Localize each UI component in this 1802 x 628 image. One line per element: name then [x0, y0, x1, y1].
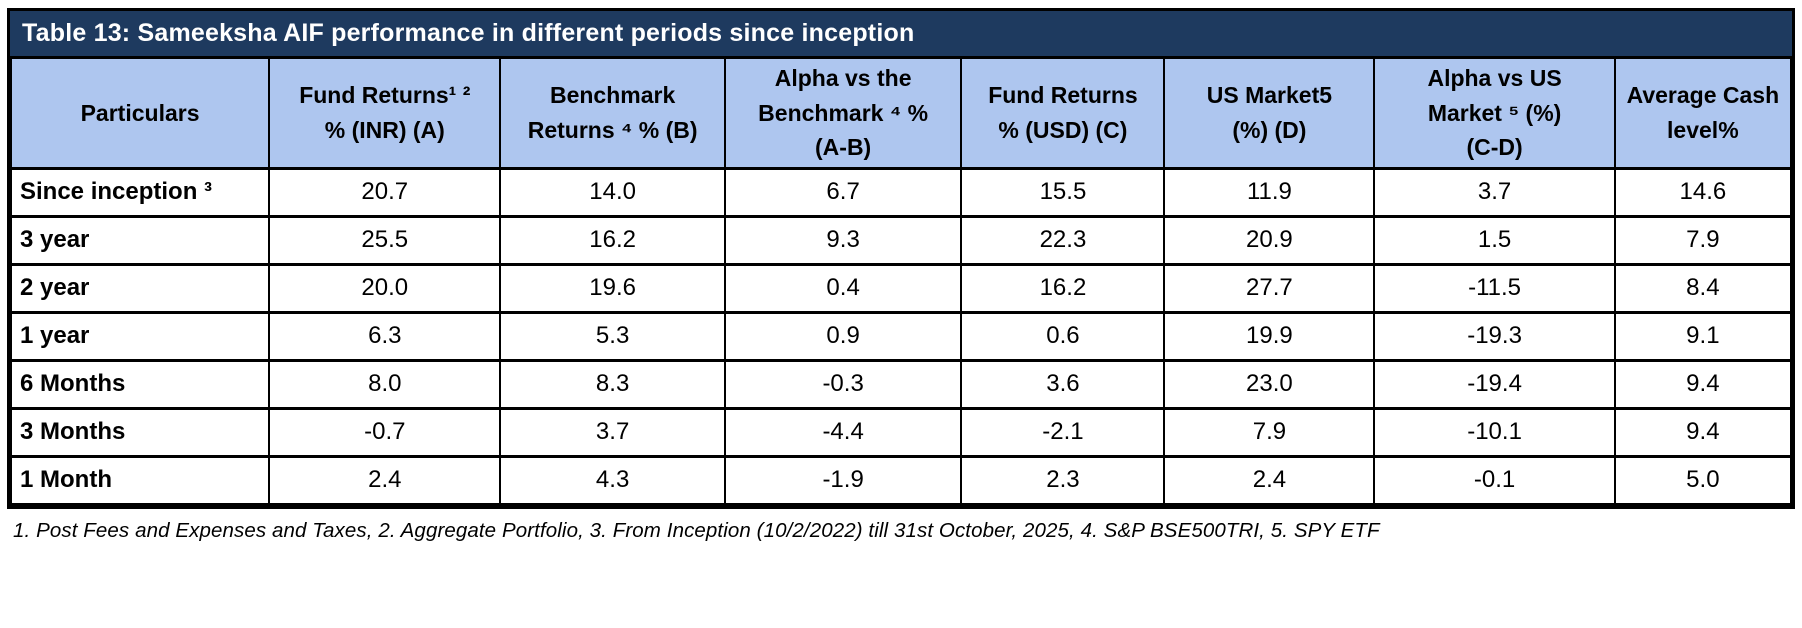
value-cell: 20.7: [268, 166, 502, 218]
value-cell: 1.5: [1373, 214, 1616, 266]
column-header-us-market: US Market5 (%) (D): [1163, 56, 1376, 170]
value-cell: 9.1: [1613, 310, 1793, 362]
value-cell: 25.5: [268, 214, 502, 266]
value-cell: 23.0: [1163, 358, 1376, 410]
table-row: 3 year 25.5 16.2 9.3 22.3 20.9 1.5 7.9: [9, 214, 1793, 266]
value-cell: 2.3: [960, 454, 1166, 506]
value-cell: -2.1: [960, 406, 1166, 458]
row-label: 2 year: [9, 262, 271, 314]
value-cell: -4.4: [723, 406, 963, 458]
value-cell: -19.3: [1373, 310, 1616, 362]
value-cell: 7.9: [1613, 214, 1793, 266]
value-cell: 16.2: [960, 262, 1166, 314]
value-cell: 3.7: [1373, 166, 1616, 218]
value-cell: 0.6: [960, 310, 1166, 362]
row-label: Since inception ³: [9, 166, 271, 218]
value-cell: 7.9: [1163, 406, 1376, 458]
value-cell: 2.4: [1163, 454, 1376, 506]
value-cell: 14.0: [499, 166, 726, 218]
value-cell: 9.3: [723, 214, 963, 266]
value-cell: 6.7: [723, 166, 963, 218]
value-cell: 22.3: [960, 214, 1166, 266]
value-cell: 0.9: [723, 310, 963, 362]
column-header-average-cash-level: Average Cash level%: [1613, 56, 1793, 170]
value-cell: 8.0: [268, 358, 502, 410]
value-cell: -1.9: [723, 454, 963, 506]
column-header-particulars: Particulars: [9, 56, 271, 170]
row-label: 3 year: [9, 214, 271, 266]
value-cell: 20.0: [268, 262, 502, 314]
value-cell: 5.0: [1613, 454, 1793, 506]
row-label: 6 Months: [9, 358, 271, 410]
table-row: 6 Months 8.0 8.3 -0.3 3.6 23.0 -19.4 9.4: [9, 358, 1793, 410]
performance-table-container: Table 13: Sameeksha AIF performance in d…: [7, 8, 1795, 509]
value-cell: -0.3: [723, 358, 963, 410]
table-row: 3 Months -0.7 3.7 -4.4 -2.1 7.9 -10.1 9.4: [9, 406, 1793, 458]
value-cell: 19.6: [499, 262, 726, 314]
value-cell: -0.7: [268, 406, 502, 458]
value-cell: 2.4: [268, 454, 502, 506]
value-cell: 11.9: [1163, 166, 1376, 218]
value-cell: 9.4: [1613, 358, 1793, 410]
column-header-alpha-vs-us-market: Alpha vs US Market ⁵ (%) (C-D): [1373, 56, 1616, 170]
value-cell: 0.4: [723, 262, 963, 314]
value-cell: 15.5: [960, 166, 1166, 218]
value-cell: 8.3: [499, 358, 726, 410]
value-cell: 5.3: [499, 310, 726, 362]
value-cell: 19.9: [1163, 310, 1376, 362]
value-cell: 3.7: [499, 406, 726, 458]
table-body: Since inception ³ 20.7 14.0 6.7 15.5 11.9 3.7 1…: [9, 166, 1793, 506]
column-header-alpha-vs-benchmark: Alpha vs the Benchmark ⁴ % (A-B): [723, 56, 963, 170]
value-cell: 8.4: [1613, 262, 1793, 314]
column-header-fund-returns-inr: Fund Returns¹ ² % (INR) (A): [268, 56, 502, 170]
header-row: Particulars Fund Returns¹ ² % (INR) (A) Be…: [9, 56, 1793, 170]
table-row: 1 year 6.3 5.3 0.9 0.6 19.9 -19.3 9.1: [9, 310, 1793, 362]
table-title: Table 13: Sameeksha AIF performance in d…: [10, 11, 1792, 56]
row-label: 1 Month: [9, 454, 271, 506]
value-cell: 27.7: [1163, 262, 1376, 314]
value-cell: 16.2: [499, 214, 726, 266]
column-header-benchmark-returns: Benchmark Returns ⁴ % (B): [499, 56, 726, 170]
value-cell: -10.1: [1373, 406, 1616, 458]
row-label: 1 year: [9, 310, 271, 362]
value-cell: 20.9: [1163, 214, 1376, 266]
footnote: 1. Post Fees and Expenses and Taxes, 2. …: [13, 518, 1380, 542]
value-cell: 4.3: [499, 454, 726, 506]
column-header-fund-returns-usd: Fund Returns % (USD) (C): [960, 56, 1166, 170]
performance-table: Particulars Fund Returns¹ ² % (INR) (A) Be…: [9, 56, 1793, 506]
value-cell: -0.1: [1373, 454, 1616, 506]
table-row: 2 year 20.0 19.6 0.4 16.2 27.7 -11.5 8.4: [9, 262, 1793, 314]
table-row: Since inception ³ 20.7 14.0 6.7 15.5 11.9 3.7 1…: [9, 166, 1793, 218]
value-cell: 9.4: [1613, 406, 1793, 458]
table-row: 1 Month 2.4 4.3 -1.9 2.3 2.4 -0.1 5.0: [9, 454, 1793, 506]
value-cell: -11.5: [1373, 262, 1616, 314]
value-cell: 3.6: [960, 358, 1166, 410]
row-label: 3 Months: [9, 406, 271, 458]
value-cell: -19.4: [1373, 358, 1616, 410]
value-cell: 14.6: [1613, 166, 1793, 218]
value-cell: 6.3: [268, 310, 502, 362]
